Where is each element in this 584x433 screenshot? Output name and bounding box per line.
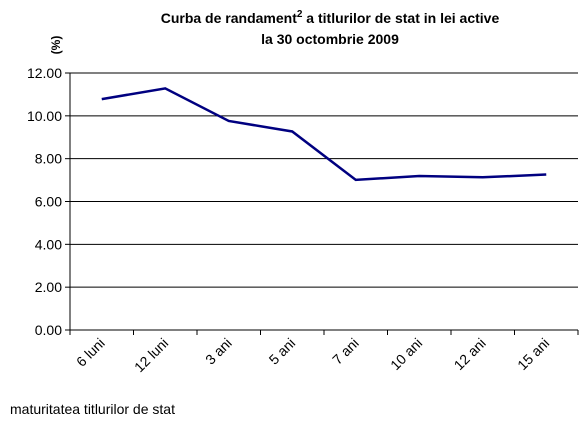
title-rest: a titlurilor de stat in lei active bbox=[302, 10, 499, 26]
x-tick-label: 6 luni bbox=[73, 335, 108, 370]
y-tick-label: 2.00 bbox=[35, 279, 62, 295]
x-tick-label: 7 ani bbox=[329, 335, 362, 368]
x-tick-label: 15 ani bbox=[514, 335, 552, 373]
x-tick-label: 5 ani bbox=[266, 335, 299, 368]
chart-title: Curba de randament2 a titlurilor de stat… bbox=[161, 9, 500, 26]
x-tick-label: 12 ani bbox=[451, 335, 489, 373]
line-series bbox=[101, 87, 547, 182]
y-tick-label: 12.00 bbox=[27, 65, 62, 81]
y-tick-label: 0.00 bbox=[35, 322, 62, 338]
x-tick-label: 12 luni bbox=[131, 335, 171, 375]
y-tick-label: 10.00 bbox=[27, 108, 62, 124]
x-tick-label: 10 ani bbox=[387, 335, 425, 373]
x-tick-label: 3 ani bbox=[202, 335, 235, 368]
title-main: Curba de randament bbox=[161, 10, 297, 26]
y-tick-label: 4.00 bbox=[35, 236, 62, 252]
y-axis-label: (%) bbox=[49, 36, 63, 55]
title-superscript: 2 bbox=[297, 9, 303, 20]
y-tick-label: 8.00 bbox=[35, 151, 62, 167]
y-tick-label: 6.00 bbox=[35, 194, 62, 210]
chart-subtitle: la 30 octombrie 2009 bbox=[261, 31, 399, 47]
x-axis-label: maturitatea titlurilor de stat bbox=[10, 401, 175, 417]
